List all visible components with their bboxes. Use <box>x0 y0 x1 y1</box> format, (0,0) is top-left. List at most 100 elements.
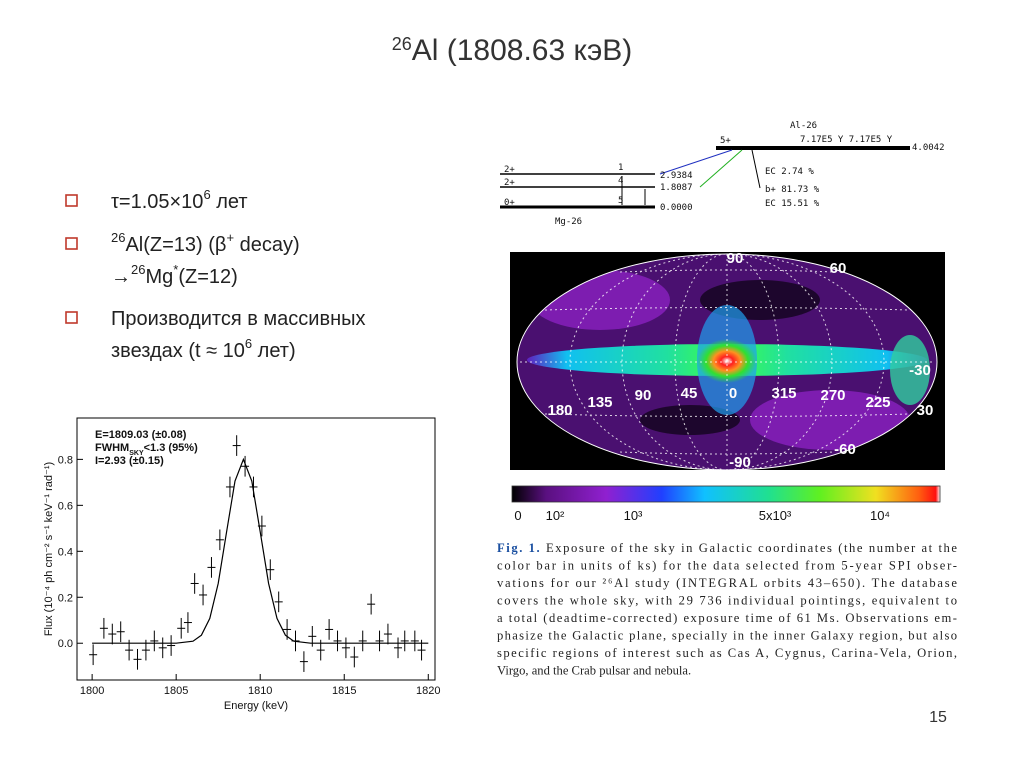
text-run: (±0.08) <box>152 429 187 441</box>
caption-line: vations for our ²⁶Al study (INTEGRAL orb… <box>497 576 957 590</box>
bullet-text: 26Al(Z=13) (β+ decay) <box>111 230 300 256</box>
meridian <box>674 254 780 470</box>
caption-label: Fig. 1. <box>497 541 540 555</box>
bullet-text: звездах (t ≈ 106 лет) <box>111 336 296 362</box>
map-blob <box>890 335 930 405</box>
energy: 2.9384 <box>660 171 693 181</box>
spin: 0+ <box>504 198 515 208</box>
caption-line: phasize the Galactic plane, specially in… <box>497 629 957 643</box>
longitude-label: 315 <box>771 385 796 402</box>
parallel <box>619 451 835 455</box>
y-tick-label: 0.8 <box>58 454 73 466</box>
text-run: (Z=12) <box>178 266 237 288</box>
branch-line <box>659 149 733 175</box>
bullet-marker <box>65 311 78 324</box>
spectrum-plot: 1800 1805 1810 1815 1820 0.0 0.2 0.4 0.6 0.8 Energ… <box>43 417 441 712</box>
branch: b+ 81.73 % <box>765 185 820 195</box>
superscript: 26 <box>392 34 412 54</box>
annotation: I=2.93 (±0.15) <box>95 455 164 467</box>
superscript: 6 <box>245 336 252 351</box>
branch-line <box>751 149 761 189</box>
colorbar-label: 0 <box>514 508 521 523</box>
caption-line: covers the whole sky, with 29 736 indivi… <box>497 594 957 608</box>
map-blob <box>750 390 910 450</box>
spin: 2+ <box>504 178 515 188</box>
superscript: + <box>226 230 234 245</box>
colorbar-label: 10⁴ <box>870 508 890 523</box>
x-tick-label: 1815 <box>332 685 356 697</box>
spin: 2+ <box>504 165 515 175</box>
superscript: 26 <box>111 230 125 245</box>
text-run: лет) <box>252 340 296 362</box>
latitude-label: -90 <box>729 454 751 471</box>
caption-line: specific regions of interest such as Cas… <box>497 646 957 660</box>
longitude-label: 45 <box>681 385 698 402</box>
plot-frame <box>76 417 436 681</box>
longitude-label: 270 <box>820 387 845 404</box>
caption-text: Exposure of the sky in Galactic coordina… <box>541 541 957 555</box>
bullet-text: τ=1.05×106 лет <box>111 187 248 213</box>
spin: 5+ <box>720 136 731 146</box>
text-run: звездах (t ≈ 10 <box>111 340 245 362</box>
latitude-label: -60 <box>834 441 856 458</box>
superscript: * <box>173 262 178 277</box>
colorbar <box>511 485 941 503</box>
latitude-label: 60 <box>830 260 847 277</box>
slide-title: 26Al (1808.63 кэВ) <box>392 34 633 67</box>
decay-scheme: Al-26 5+ 7.17E5 Y 7.17E5 Y 4.0042 Mg-26 … <box>490 108 960 233</box>
energy: 4.0042 <box>912 143 945 153</box>
caption-line: Fig. 1. Exposure of the sky in Galactic … <box>497 541 957 555</box>
latitude-label: -30 <box>909 362 931 379</box>
y-tick-label: 0.4 <box>58 546 73 558</box>
text-run: <1.3 <box>144 442 169 454</box>
text-run: FWHM <box>95 442 129 454</box>
y-axis-label: Flux (10⁻⁴ ph cm⁻² s⁻¹ keV⁻¹ rad⁻¹) <box>43 462 55 636</box>
figure-caption: Fig. 1. Exposure of the sky in Galactic … <box>497 541 957 678</box>
superscript: 6 <box>203 187 210 202</box>
parallel <box>544 413 910 417</box>
x-tick-label: 1800 <box>80 685 104 697</box>
text-run: лет <box>211 191 248 213</box>
branch: EC 2.74 % <box>765 167 814 177</box>
fit-curve <box>92 457 429 644</box>
annotation: E=1809.03 (±0.08) <box>95 429 187 441</box>
subscript: SKY <box>129 450 144 457</box>
caption-line: a total (deadtime-corrected) exposure ti… <box>497 611 957 625</box>
x-axis-label: Energy (keV) <box>224 700 288 712</box>
text-run: → <box>111 266 131 288</box>
bullet-marker <box>65 237 78 250</box>
text-run: (±0.15) <box>129 455 164 467</box>
longitude-label: 0 <box>729 385 737 402</box>
y-tick-label: 0.0 <box>58 638 73 650</box>
bullet-text: Производится в массивных <box>111 308 365 330</box>
colorbar-label: 10² <box>546 508 565 523</box>
y-tick-label: 0.6 <box>58 500 73 512</box>
daughter-label: Mg-26 <box>555 217 582 227</box>
meridian <box>569 254 885 470</box>
annotation: FWHMSKY<1.3 (95%) <box>95 442 198 457</box>
x-tick-label: 1805 <box>164 685 188 697</box>
text-run: E=1809.03 <box>95 429 152 441</box>
x-tick-label: 1810 <box>248 685 272 697</box>
longitude-label: 225 <box>865 394 890 411</box>
half-life: 7.17E5 Y 7.17E5 Y <box>800 135 893 145</box>
energy: 0.0000 <box>660 203 693 213</box>
page-number: 15 <box>929 709 947 726</box>
text-run: (95%) <box>168 442 198 454</box>
x-tick-label: 1820 <box>416 685 440 697</box>
parallel <box>544 307 910 311</box>
energy: 1.8087 <box>660 183 693 193</box>
colorbar-label: 5x10³ <box>759 508 792 523</box>
decay-bg <box>490 108 960 233</box>
caption-line: Virgo, and the Crab pulsar and nebula. <box>497 664 691 678</box>
longitude-label: 135 <box>587 394 612 411</box>
text-run: I=2.93 <box>95 455 129 467</box>
text-run: Al (1808.63 кэВ) <box>412 34 633 67</box>
text-run: τ=1.05×10 <box>111 191 203 213</box>
map-blob <box>640 405 740 435</box>
latitude-label: 90 <box>727 250 744 267</box>
text-run: Mg <box>145 266 173 288</box>
map-outline <box>516 253 938 471</box>
